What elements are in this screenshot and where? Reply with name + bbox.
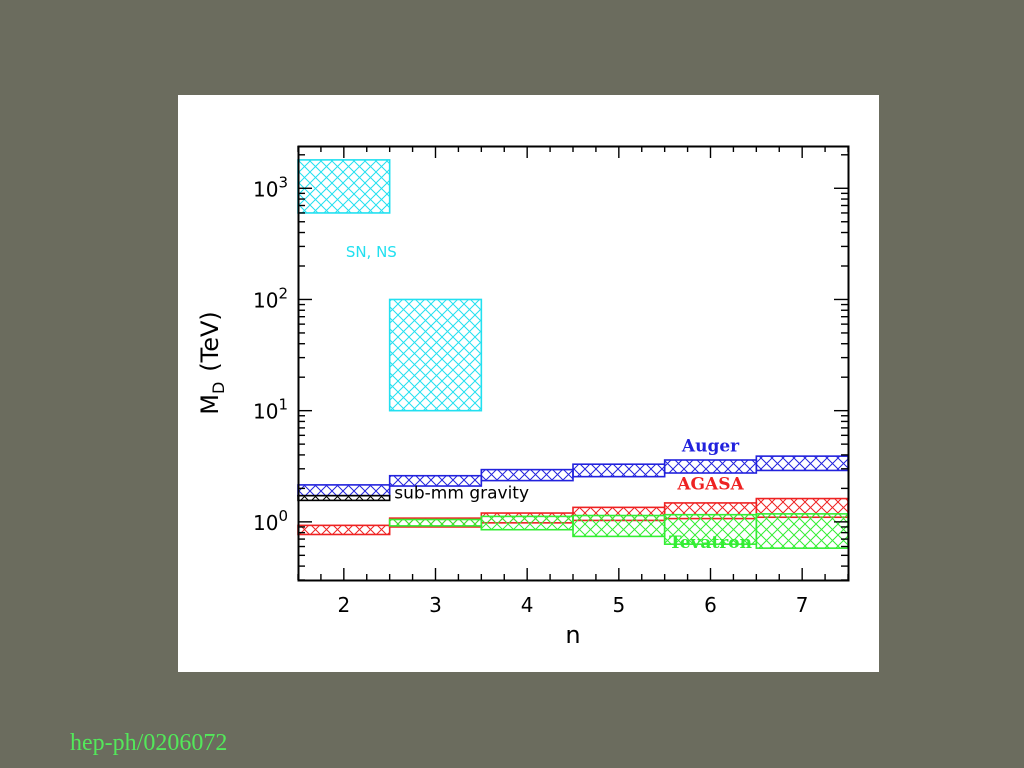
series-label-sub-mm-gravity: sub-mm gravity xyxy=(394,484,529,504)
y-tick-label: 101 xyxy=(253,396,288,424)
band-sub-mm-gravity-1 xyxy=(297,494,391,502)
band-sn-ns-1 xyxy=(297,159,391,214)
y-axis-label-unit: (TeV) xyxy=(196,311,224,372)
citation: hep-ph/0206072 xyxy=(70,730,228,756)
chart: 2 3 4 5 6 7 100 101 102 103 SN, NS Auger AGASA Tevat… xyxy=(196,145,850,649)
band-tevatron-5 xyxy=(755,513,849,549)
band-tevatron-1 xyxy=(388,518,483,527)
band-auger-6 xyxy=(755,455,849,472)
figure-panel: 2 3 4 5 6 7 100 101 102 103 SN, NS Auger AGASA Tevat… xyxy=(178,95,879,672)
y-tick-label: 100 xyxy=(253,507,288,535)
band-auger-5 xyxy=(663,459,758,474)
series-sn-ns xyxy=(297,159,483,412)
x-axis-label: n xyxy=(565,621,580,649)
y-tick-label: 103 xyxy=(253,173,288,201)
band-auger-1 xyxy=(297,484,391,497)
x-tick-label: 5 xyxy=(612,593,625,617)
band-tevatron-4 xyxy=(663,513,758,545)
x-tick-label: 7 xyxy=(796,593,809,617)
band-auger-4 xyxy=(572,463,666,478)
band-tevatron-2 xyxy=(480,515,574,531)
series-label-sn-ns: SN, NS xyxy=(346,243,397,261)
y-tick-label: 102 xyxy=(253,284,288,312)
band-tevatron-3 xyxy=(572,514,666,538)
series-label-auger: Auger xyxy=(681,436,740,456)
series-label-agasa: AGASA xyxy=(676,475,744,495)
y-axis-label-subscript: D xyxy=(209,382,228,394)
x-tick-label: 6 xyxy=(704,593,717,617)
series-sub-mm-gravity xyxy=(297,494,391,502)
band-auger-3 xyxy=(480,468,574,482)
x-tick-label: 4 xyxy=(521,593,534,617)
x-tick-label: 3 xyxy=(429,593,442,617)
series-label-tevatron: Tevatron xyxy=(669,533,752,553)
band-agasa-1 xyxy=(297,524,391,536)
x-tick-label: 2 xyxy=(337,593,350,617)
y-axis-label: MD (TeV) xyxy=(196,311,228,415)
series-auger xyxy=(297,455,849,497)
series-tevatron xyxy=(388,513,849,549)
svg-text:MD(TeV): MD (TeV) xyxy=(196,311,228,415)
y-axis-label-symbol: M xyxy=(196,394,224,415)
band-sn-ns-2 xyxy=(388,298,483,412)
